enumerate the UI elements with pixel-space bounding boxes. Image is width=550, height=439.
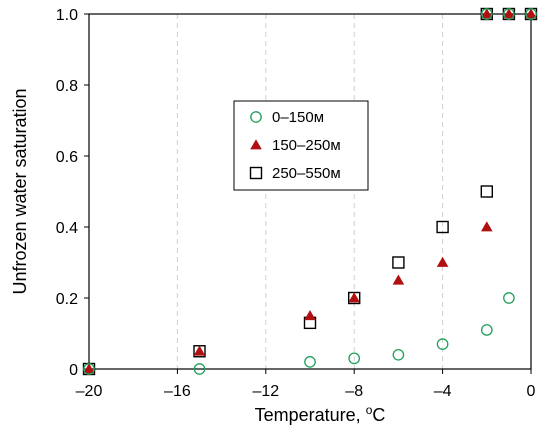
x-tick-label: –16 <box>164 383 191 400</box>
axis-ticks: –20 –16 –12 –8 –4 0 0 0.2 0.4 0.6 0.8 1.0 <box>56 7 536 400</box>
x-tick-label: 0 <box>527 383 536 400</box>
data-point <box>304 309 316 321</box>
data-series <box>82 7 538 376</box>
y-axis-title: Unfrozen water saturation <box>10 88 30 294</box>
series-2 <box>83 8 537 374</box>
data-point <box>392 256 405 269</box>
data-point <box>525 8 537 19</box>
data-point <box>392 274 405 285</box>
legend-marker <box>250 111 262 123</box>
x-tick-label: –12 <box>252 383 279 400</box>
y-tick-label: 0.6 <box>56 149 78 166</box>
x-tick-label: –20 <box>76 383 103 400</box>
data-point <box>348 292 360 303</box>
data-point <box>83 363 95 374</box>
data-point <box>436 338 449 350</box>
x-tick-label: –4 <box>434 383 452 400</box>
y-tick-label: 0.8 <box>56 78 78 95</box>
data-point <box>193 345 206 356</box>
x-tick-label: –8 <box>345 383 363 400</box>
legend-marker <box>250 139 262 150</box>
data-point <box>503 292 515 304</box>
legend-label: 150–250м <box>272 137 341 154</box>
legend-label: 250–550м <box>272 165 341 182</box>
data-point <box>193 363 206 375</box>
data-point <box>348 352 361 365</box>
y-tick-label: 1.0 <box>56 7 78 24</box>
data-point <box>436 220 449 234</box>
x-axis-title: Temperature, oC <box>255 403 386 425</box>
data-point <box>304 356 316 368</box>
data-point <box>480 8 493 20</box>
data-point <box>481 8 493 19</box>
data-point <box>480 324 493 336</box>
y-tick-label: 0 <box>69 362 78 379</box>
data-point <box>392 348 405 361</box>
plot-area-frame <box>88 13 532 370</box>
data-point <box>525 8 537 20</box>
data-point <box>83 363 95 375</box>
data-point <box>481 221 493 232</box>
y-tick-label: 0.4 <box>56 220 78 237</box>
data-point <box>436 256 449 267</box>
legend-label: 0–150м <box>272 109 324 126</box>
series-1 <box>83 8 537 375</box>
y-tick-label: 0.2 <box>56 291 78 308</box>
data-point <box>503 8 515 20</box>
data-point <box>480 185 493 198</box>
data-point <box>503 8 515 19</box>
legend-marker <box>249 166 263 180</box>
legend: 0–150м 150–250м 250–550м <box>233 100 369 191</box>
